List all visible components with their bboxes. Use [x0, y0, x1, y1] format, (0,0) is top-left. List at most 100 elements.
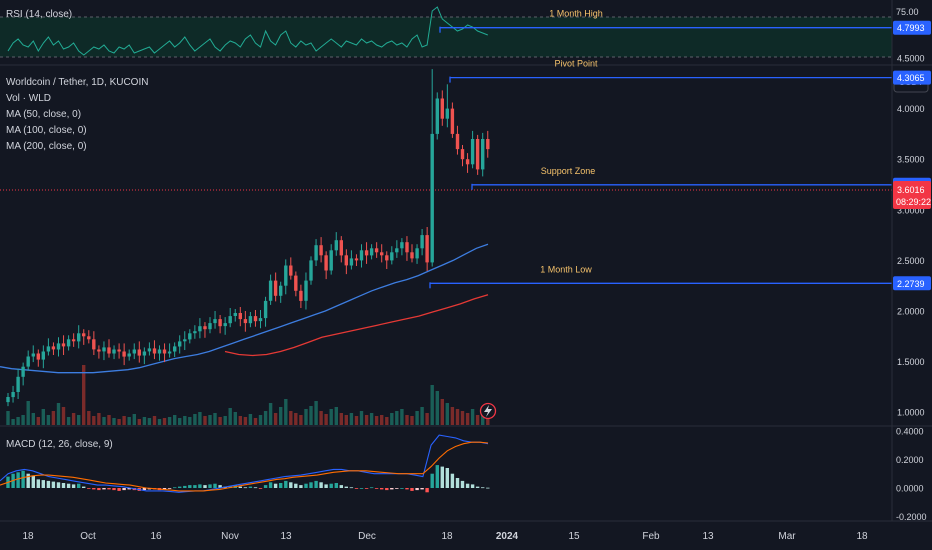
macd-hist-bar	[309, 482, 313, 488]
macd-label: MACD (12, 26, close, 9)	[6, 439, 113, 450]
ma50-line	[0, 243, 489, 374]
macd-hist-bar	[390, 488, 394, 490]
level-tag-value: 2.2739	[897, 279, 925, 289]
macd-hist-bar	[66, 483, 71, 488]
rsi-pane[interactable]: RSI (14, close) 75.00	[0, 6, 919, 58]
macd-hist-bar	[450, 473, 455, 488]
volume-bar	[107, 415, 111, 425]
macd-hist-bar	[178, 486, 182, 488]
macd-hist-bar	[273, 483, 278, 488]
volume-bar	[420, 407, 424, 425]
candle-body	[157, 349, 162, 354]
time-tick-label: Dec	[358, 531, 376, 542]
candle-body	[203, 326, 207, 330]
volume-bar	[385, 417, 389, 425]
macd-hist-bar	[425, 488, 429, 493]
candle-body	[117, 349, 121, 352]
time-axis[interactable]: 18 Oct 16 Nov 13 Dec 18 2024 15 Feb 13 Mar 18	[22, 531, 868, 542]
price-tick-label: 2.5000	[897, 256, 925, 266]
legend-ma200: MA (200, close, 0)	[6, 141, 87, 152]
macd-hist-bar	[46, 480, 51, 488]
macd-hist-bar	[354, 488, 359, 489]
time-tick-label: Mar	[778, 531, 796, 542]
legend-symbol: Worldcoin / Tether, 1D, KUCOIN	[6, 77, 148, 88]
macd-hist-bar	[188, 485, 192, 488]
candle-body	[390, 252, 394, 261]
macd-hist-bar	[253, 487, 258, 489]
macd-hist-bar	[385, 488, 389, 491]
lightning-icon[interactable]	[479, 402, 497, 420]
price-pane[interactable]: 1 Month High Pivot Point Support Zone 1 Mon…	[0, 9, 892, 425]
candle-body	[486, 139, 490, 150]
volume-bar	[445, 403, 449, 425]
macd-hist-bar	[314, 480, 318, 488]
macd-hist-bar	[21, 470, 25, 488]
macd-hist-bar	[258, 488, 263, 489]
volume-bar	[364, 415, 369, 425]
candle-body	[26, 356, 30, 367]
volume-bar	[92, 416, 96, 425]
candle-body	[71, 339, 76, 342]
candle-body	[51, 346, 56, 350]
macd-hist-bar	[122, 488, 126, 491]
volume-bar	[228, 408, 232, 425]
macd-hist-bar	[486, 487, 490, 489]
candle-body	[132, 349, 136, 354]
volume-bar	[173, 415, 177, 425]
legend-volume: Vol · WLD	[6, 93, 51, 104]
macd-hist-bar	[162, 488, 167, 490]
candle-body	[6, 397, 10, 403]
macd-hist-bar	[36, 479, 40, 488]
volume-bar	[374, 416, 379, 425]
volume-bar	[460, 411, 465, 425]
macd-tick-label: 0.4000	[896, 426, 924, 436]
macd-hist-bar	[167, 488, 172, 489]
macd-hist-bar	[16, 472, 20, 488]
macd-hist-bar	[218, 485, 222, 488]
candle-body	[334, 240, 338, 251]
candle-body	[61, 343, 66, 347]
macd-hist-bar	[71, 484, 76, 488]
volume-bar	[233, 412, 237, 425]
macd-hist-bar	[395, 488, 399, 489]
volume-bar	[97, 413, 101, 425]
volume-bar	[263, 411, 268, 425]
volume-bar	[440, 399, 444, 425]
macd-hist-bar	[173, 487, 177, 489]
candle-body	[324, 255, 328, 271]
macd-hist-bar	[107, 488, 111, 490]
price-axis[interactable]: 4.5000 4.0000 3.5000 3.0000 2.5000 2.0000 1.50…	[897, 54, 925, 418]
price-tick-label: 4.0000	[897, 104, 925, 114]
macd-hist-bar	[319, 482, 323, 488]
macd-hist-bar	[435, 465, 439, 488]
time-tick-label: 18	[22, 531, 34, 542]
candle-body	[430, 133, 434, 263]
volume-bar	[410, 416, 414, 425]
macd-axis[interactable]: 0.4000 0.2000 0.0000 -0.2000	[896, 426, 927, 522]
macd-pane[interactable]: MACD (12, 26, close, 9)	[0, 434, 490, 493]
candle-body	[258, 318, 263, 322]
volume-bar	[193, 414, 197, 425]
candle-body	[481, 139, 485, 170]
volume-bar	[309, 406, 313, 425]
macd-hist-bar	[284, 480, 288, 488]
macd-hist-bar	[405, 488, 409, 490]
volume-bar	[243, 417, 248, 425]
volume-bar	[36, 417, 40, 425]
volume-bar	[51, 411, 56, 425]
macd-hist-bar	[142, 488, 147, 491]
volume-bar	[61, 407, 66, 425]
candle-body	[435, 98, 439, 134]
volume-bar	[147, 418, 152, 425]
candle-body	[344, 255, 348, 266]
time-tick-label: 13	[702, 531, 714, 542]
time-tick-label: 2024	[496, 531, 519, 542]
rsi-line	[7, 6, 488, 56]
volume-bar	[324, 414, 328, 425]
volume-bar	[218, 417, 222, 425]
macd-hist-bar	[400, 488, 404, 489]
macd-hist-bar	[445, 468, 449, 488]
macd-hist-bar	[228, 485, 232, 488]
volume-bar	[349, 413, 354, 425]
